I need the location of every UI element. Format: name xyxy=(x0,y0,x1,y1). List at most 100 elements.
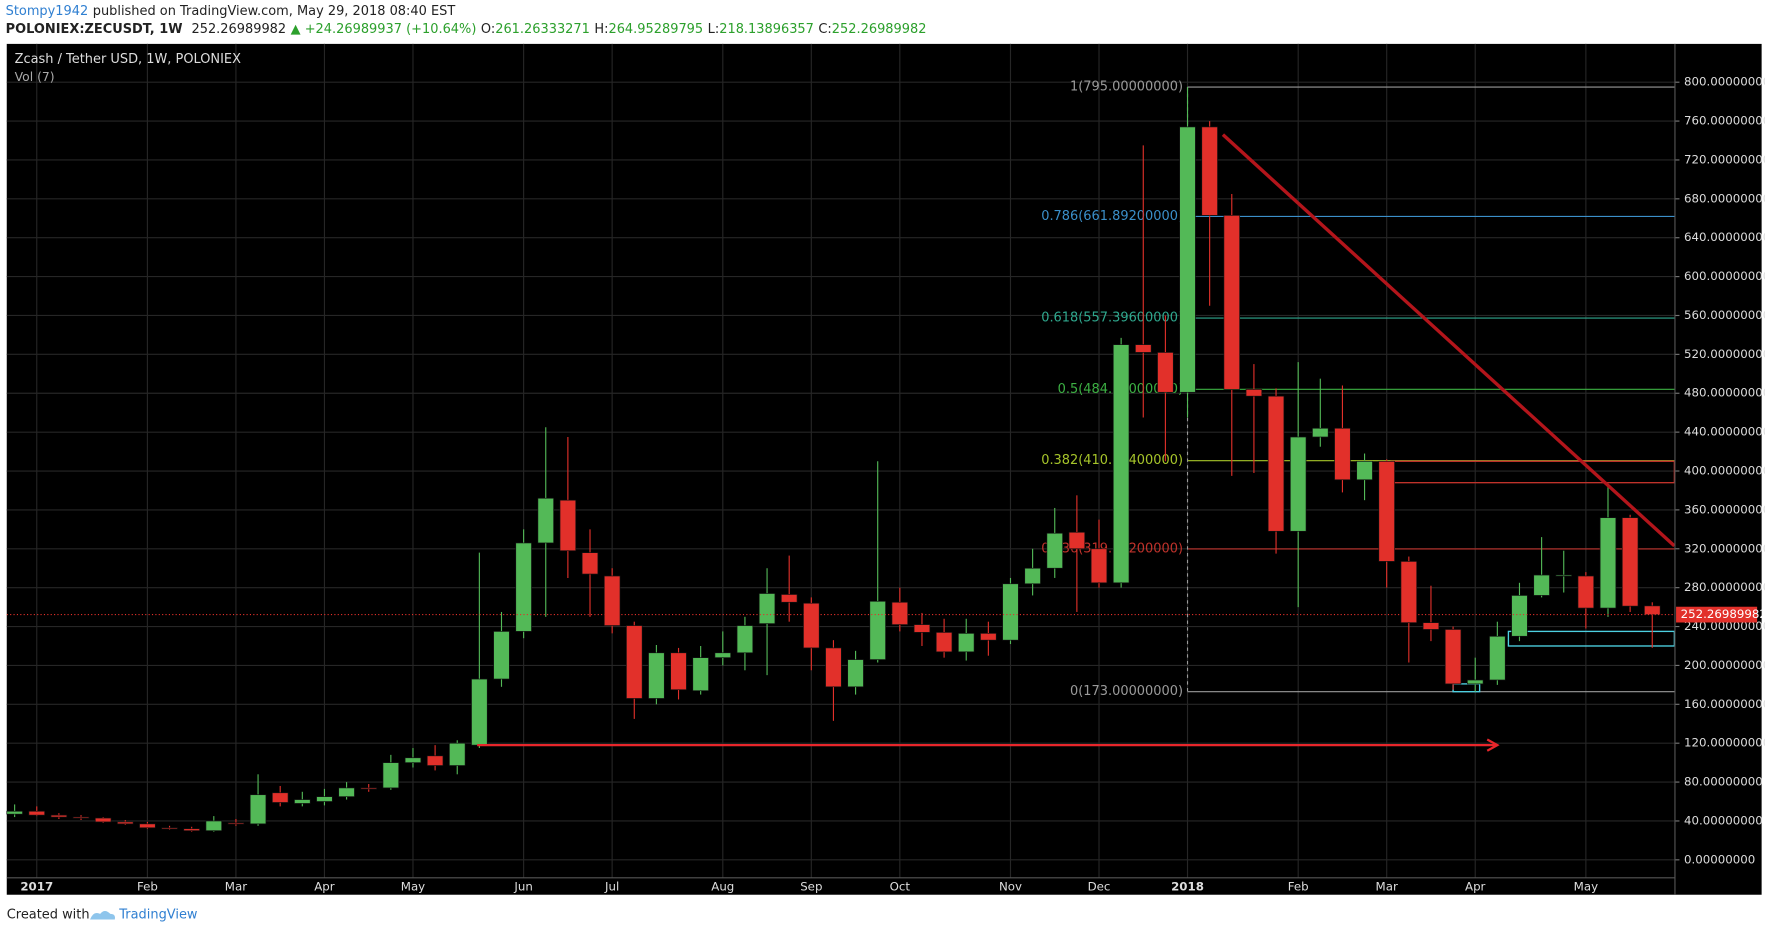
candle-body xyxy=(493,631,510,680)
arrow-head xyxy=(1486,738,1500,752)
candle-body xyxy=(714,652,732,658)
candle-body xyxy=(1223,215,1241,390)
candle-body xyxy=(692,657,709,692)
x-tick-label: May xyxy=(401,879,425,893)
y-tick-label: 520.00000000 xyxy=(1684,347,1765,361)
candle-body xyxy=(1422,622,1440,630)
y-tick-label: 320.00000000 xyxy=(1684,541,1765,555)
y-tick-label: 120.00000000 xyxy=(1684,736,1765,750)
candle-body xyxy=(803,602,820,649)
x-tick-label: Aug xyxy=(711,879,734,893)
x-tick-label: 2018 xyxy=(1171,879,1204,893)
y-tick-label: 600.00000000 xyxy=(1684,269,1765,283)
candle-body xyxy=(1179,126,1196,393)
candle-body xyxy=(736,625,754,654)
x-tick-label: Apr xyxy=(314,879,335,893)
candle-body xyxy=(869,600,886,660)
change: ▲ +24.26989937 (+10.64%) xyxy=(291,22,477,37)
candle-body xyxy=(1400,561,1418,623)
candle-body xyxy=(94,817,112,823)
brand-logo xyxy=(90,911,116,920)
candle-body xyxy=(227,822,245,825)
candle-body xyxy=(1489,635,1506,681)
candle-body xyxy=(1135,344,1152,353)
fib-label: 0(173.00000000) xyxy=(1070,684,1183,699)
last-price: 252.26989982 xyxy=(191,22,286,37)
y-tick-label: 720.00000000 xyxy=(1684,152,1765,166)
candle-body xyxy=(1312,427,1329,438)
candle-body xyxy=(316,796,333,802)
o-value: 261.26333271 xyxy=(495,22,590,37)
candle-body xyxy=(139,823,156,829)
y-tick-label: 160.00000000 xyxy=(1684,697,1765,711)
candle-body xyxy=(1201,126,1218,216)
c-label: C: xyxy=(818,22,831,37)
candle-body xyxy=(626,625,643,699)
candle-body xyxy=(161,827,178,830)
candle-body xyxy=(1621,517,1639,607)
candle-body xyxy=(935,632,953,653)
y-tick-label: 480.00000000 xyxy=(1684,386,1765,400)
candle-body xyxy=(1245,389,1263,397)
last-price-box xyxy=(1676,606,1758,623)
candle-body xyxy=(50,814,68,818)
candle-body xyxy=(382,762,400,789)
candle-body xyxy=(117,821,134,825)
y-tick-label: 200.00000000 xyxy=(1684,658,1765,672)
candle-body xyxy=(913,624,931,633)
x-tick-label: Mar xyxy=(225,879,247,893)
candle-body xyxy=(980,633,997,641)
candle-body xyxy=(648,652,665,699)
candle-body xyxy=(515,542,532,632)
c-value: 252.26989982 xyxy=(832,22,927,37)
x-tick-label: Feb xyxy=(1288,879,1309,893)
published: published on TradingView.com, May 29, 20… xyxy=(93,4,456,19)
l-label: L: xyxy=(708,22,720,37)
candle-body xyxy=(271,792,289,803)
x-tick-label: Jun xyxy=(513,879,532,893)
candle-body xyxy=(670,652,687,691)
candle-body xyxy=(537,497,554,544)
y-tick-label: 760.00000000 xyxy=(1684,114,1765,128)
candle-body xyxy=(847,659,864,688)
candle-body xyxy=(1555,574,1572,577)
candle-body xyxy=(205,820,223,832)
x-tick-label: Sep xyxy=(800,879,822,893)
y-tick-label: 440.00000000 xyxy=(1684,425,1765,439)
y-tick-label: 560.00000000 xyxy=(1684,308,1765,322)
x-tick-label: 2017 xyxy=(20,879,53,893)
author[interactable]: Stompy1942 xyxy=(6,4,89,19)
candle-body xyxy=(1378,460,1395,562)
y-tick-label: 0.00000000 xyxy=(1684,852,1755,866)
candle-body xyxy=(559,499,577,552)
candle-body xyxy=(1356,460,1373,481)
y-tick-label: 240.00000000 xyxy=(1684,619,1765,633)
candle-body xyxy=(1046,532,1063,569)
x-tick-label: Jul xyxy=(604,879,619,893)
y-tick-label: 640.00000000 xyxy=(1684,230,1765,244)
fib-label: 1(795.00000000) xyxy=(1070,80,1183,95)
h-label: H: xyxy=(594,22,608,37)
candle-body xyxy=(825,647,842,688)
x-tick-label: Oct xyxy=(890,879,911,893)
y-tick-label: 280.00000000 xyxy=(1684,580,1765,594)
candle-body xyxy=(426,755,444,766)
candle-body xyxy=(471,678,488,746)
x-tick-label: Apr xyxy=(1465,879,1486,893)
candle-body xyxy=(1068,531,1086,550)
x-tick-label: Feb xyxy=(137,879,158,893)
candle-body xyxy=(581,552,599,575)
last-price-label: 252.26989982 xyxy=(1681,607,1765,621)
candle-body xyxy=(1577,575,1595,609)
candle-body xyxy=(1599,517,1617,609)
candle-body xyxy=(958,633,975,653)
candle-body xyxy=(449,742,466,766)
candle-body xyxy=(1267,395,1285,532)
x-tick-label: May xyxy=(1574,879,1598,893)
footer-brand[interactable]: TradingView xyxy=(118,907,198,922)
volume-label: Vol (7) xyxy=(15,70,55,84)
candle-body xyxy=(6,810,23,815)
fib-label: 0.382(410.60400000) xyxy=(1041,453,1183,468)
